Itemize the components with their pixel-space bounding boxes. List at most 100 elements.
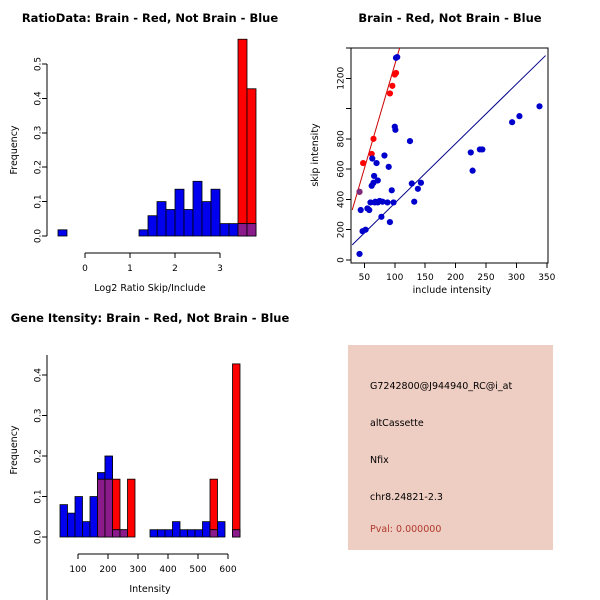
svg-text:200: 200 — [337, 221, 347, 238]
scatter-point-not-brain — [374, 177, 381, 184]
locus-label: chr8.24821-2.3 — [370, 492, 443, 503]
svg-text:600: 600 — [337, 160, 347, 177]
histogram-bar-not-brain — [174, 188, 185, 237]
histogram-bar-not-brain — [172, 521, 181, 538]
histogram-bar-brain — [127, 478, 136, 538]
svg-text:0.2: 0.2 — [34, 160, 44, 174]
event-type-label: altCassette — [370, 418, 424, 429]
scatter-point-not-brain — [414, 185, 421, 192]
histogram-bar-not-brain — [183, 209, 194, 237]
histogram-bar-not-brain — [219, 223, 230, 237]
histogram-bar-overlap — [246, 223, 257, 237]
svg-text:1200: 1200 — [337, 67, 347, 90]
scatter-x-axis-title: include intensity — [413, 285, 492, 296]
gene-y-tick-labels: 0.0 0.1 0.2 0.3 0.4 — [34, 368, 44, 544]
ratio-x-axis-title: Log2 Ratio Skip/Include — [94, 283, 206, 294]
histogram-bar-not-brain — [59, 504, 68, 538]
scatter-point-not-brain — [411, 198, 418, 205]
gene-symbol-label: Nfix — [370, 455, 389, 466]
svg-text:200: 200 — [447, 273, 464, 283]
svg-text:0.4: 0.4 — [34, 368, 44, 383]
histogram-bar-not-brain — [82, 521, 91, 538]
histogram-bar-not-brain — [228, 223, 239, 237]
histogram-bar-not-brain — [179, 529, 188, 538]
scatter-point-not-brain — [367, 199, 374, 206]
scatter-point-not-brain — [381, 152, 388, 159]
ratio-x-ticks — [84, 253, 221, 258]
histogram-bar-overlap — [209, 529, 218, 538]
svg-text:0.2: 0.2 — [34, 449, 44, 463]
scatter-point-brain — [368, 150, 375, 158]
scatter-point-not-brain — [378, 213, 385, 220]
histogram-bar-overlap — [112, 529, 121, 538]
scatter-point-not-brain — [366, 206, 373, 214]
scatter-y-tick-labels: 0 200 400 600 800 1200 — [337, 67, 347, 263]
histogram-bar-brain — [237, 38, 248, 225]
gene-histogram-title: Gene Itensity: Brain - Red, Not Brain - … — [10, 311, 290, 325]
histogram-bar-not-brain — [201, 201, 212, 237]
histogram-bar-not-brain — [156, 201, 167, 237]
svg-text:300: 300 — [508, 273, 525, 283]
histogram-bar-brain — [209, 478, 218, 531]
histogram-bar-not-brain — [147, 215, 158, 237]
histogram-bar-overlap — [97, 478, 106, 538]
histogram-bar-overlap — [119, 529, 128, 538]
scatter-point-not-brain — [509, 119, 516, 126]
ratio-y-axis-title: Frequency — [9, 125, 20, 174]
histogram-bar-not-brain — [202, 521, 211, 538]
scatter-y-ticks — [346, 47, 351, 261]
histogram-bar-brain — [232, 363, 241, 531]
histogram-bar-not-brain — [217, 521, 226, 538]
scatter-point-not-brain — [390, 199, 397, 206]
scatter-point-not-brain — [379, 198, 386, 205]
svg-text:250: 250 — [477, 273, 494, 283]
scatter-point-not-brain — [371, 172, 378, 180]
scatter-x-tick-labels: 50 100 150 200 250 300 350 — [359, 273, 556, 283]
histogram-bar-not-brain — [194, 529, 203, 538]
probe-id-label: G7242800@J944940_RC@i_at — [370, 381, 513, 392]
ratio-histogram-svg: 0.0 0.1 0.2 0.3 0.4 0.5 Frequency 0 1 — [9, 38, 257, 294]
gene-y-axis-title: Frequency — [9, 425, 20, 474]
scatter-points — [356, 53, 543, 258]
histogram-bar-not-brain — [97, 472, 106, 480]
svg-text:0: 0 — [82, 264, 88, 274]
panel-gene-histogram: Gene Itensity: Brain - Red, Not Brain - … — [0, 300, 300, 600]
histogram-bar-not-brain — [210, 188, 221, 237]
scatter-point-brain — [370, 135, 377, 142]
histogram-bar-brain — [246, 88, 257, 225]
scatter-svg: 0 200 400 600 800 1200 skip intensity 50 100 15… — [310, 47, 556, 296]
histogram-bar-not-brain — [67, 512, 76, 538]
histogram-bar-not-brain — [138, 229, 149, 237]
scatter-point-not-brain — [479, 146, 486, 153]
histogram-bar-not-brain — [187, 529, 196, 538]
gene-x-axis-title: Intensity — [129, 584, 171, 595]
svg-text:600: 600 — [219, 565, 236, 575]
scatter-point-not-brain — [408, 180, 415, 187]
panel-scatter: Brain - Red, Not Brain - Blue 0 200 400 600… — [300, 0, 600, 300]
scatter-point-not-brain — [394, 53, 401, 61]
histogram-bar-not-brain — [89, 496, 98, 538]
histogram-bar-overlap — [237, 223, 248, 237]
not-brain-fit-line — [351, 55, 546, 246]
scatter-point-brain — [360, 159, 367, 167]
gene-info-box: G7242800@J944940_RC@i_at altCassette Nfi… — [348, 345, 553, 550]
gene-x-ticks — [77, 553, 229, 559]
svg-text:0.4: 0.4 — [34, 91, 44, 106]
svg-text:3: 3 — [217, 264, 223, 274]
svg-text:400: 400 — [337, 191, 347, 208]
panel-ratio-histogram: RatioData: Brain - Red, Not Brain - Blue… — [0, 0, 300, 300]
histogram-bar-not-brain — [149, 529, 158, 538]
svg-text:350: 350 — [538, 273, 555, 283]
scatter-point-not-brain — [392, 126, 399, 133]
scatter-point-not-brain — [356, 250, 363, 258]
svg-text:0.0: 0.0 — [34, 530, 44, 545]
svg-text:150: 150 — [417, 273, 434, 283]
svg-text:0.1: 0.1 — [34, 194, 44, 208]
scatter-point-not-brain — [357, 206, 364, 214]
scatter-point-not-brain — [536, 103, 543, 110]
scatter-point-not-brain — [469, 167, 476, 174]
svg-text:0.5: 0.5 — [34, 57, 44, 71]
scatter-point-brain — [386, 90, 394, 97]
scatter-point-not-brain — [467, 149, 474, 156]
